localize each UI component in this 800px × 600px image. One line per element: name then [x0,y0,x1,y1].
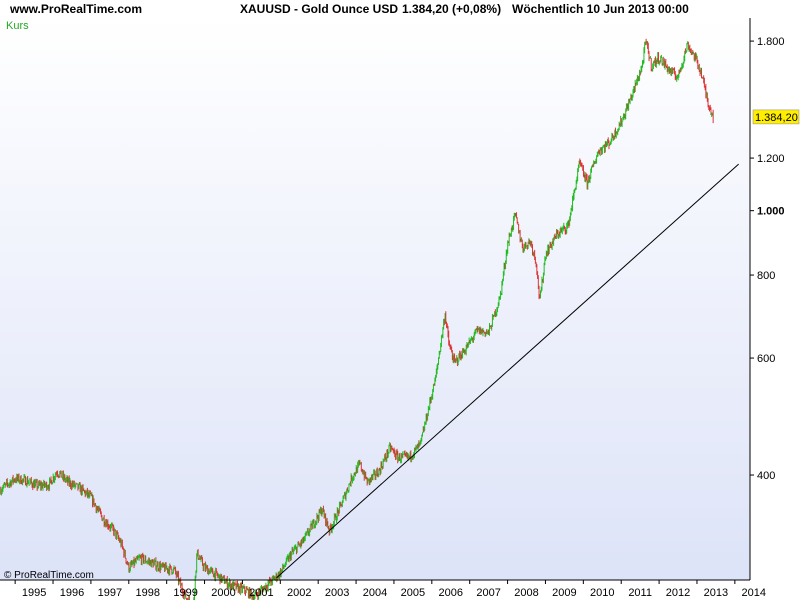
x-tick-label: 1999 [173,587,197,599]
trendline[interactable] [276,163,739,579]
x-tick-label: 2013 [704,587,728,599]
y-axis: 1.800 1.200 1.000 800 600 400 [750,36,785,482]
x-tick-label: 1996 [60,587,84,599]
period-date: Wöchentlich 10 Jun 2013 00:00 [512,2,689,16]
x-tick-label: 2000 [211,587,235,599]
x-tick-label: 2012 [666,587,690,599]
site-name[interactable]: www.ProRealTime.com [10,2,143,16]
y-tick-label: 1.000 [757,206,785,218]
copyright-notice: © ProRealTime.com [4,570,94,581]
x-tick-label: 2007 [476,587,500,599]
candle-series [0,38,714,600]
x-tick-label: 2001 [249,587,273,599]
x-tick-label: 2003 [325,587,349,599]
last-price-tag-bg [752,109,800,125]
x-tick-label: 1998 [135,587,159,599]
y-tick-label: 1.800 [757,36,785,48]
y-tick-label: 600 [757,353,775,365]
y-tick-label: 1.200 [757,153,785,165]
x-tick-label: 2005 [401,587,425,599]
y-tick-label: 800 [757,270,775,282]
x-tick-label: 2008 [514,587,538,599]
instrument-title: XAUUSD - Gold Ounce USD [240,2,399,16]
series-label: Kurs [6,20,29,32]
price-change: 1.384,20 (+0,08%) [402,2,502,16]
x-tick-label: 2002 [287,587,311,599]
y-tick-label: 400 [757,470,775,482]
x-tick-label: 1995 [22,587,46,599]
x-axis: 1995 1996 1997 1998 1999 2000 2001 2002 2003 2004… [14,580,766,599]
x-tick-label: 2014 [742,587,766,599]
last-price-tag-label: 1.384,20 [755,112,798,124]
x-tick-label: 2011 [628,587,652,599]
chart-header: www.ProRealTime.com XAUUSD - Gold Ounce … [0,0,800,18]
x-tick-label: 2004 [363,587,387,599]
x-tick-label: 1997 [98,587,122,599]
plot-area [0,18,750,580]
x-tick-label: 2010 [590,587,614,599]
x-tick-label: 2006 [439,587,463,599]
x-tick-label: 2009 [552,587,576,599]
last-price-tag: 1.384,20 [752,109,800,125]
